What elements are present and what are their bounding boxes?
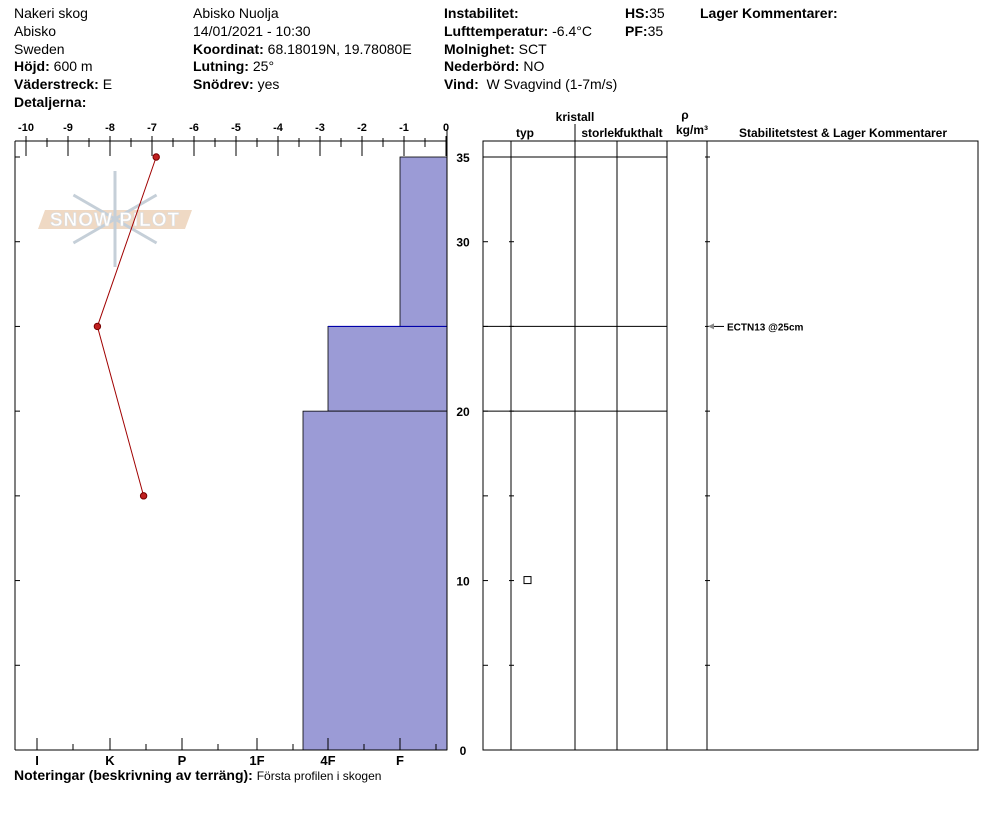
header-typ: typ: [516, 126, 534, 140]
temperature-point: [93, 322, 102, 331]
details: Detaljerna:: [14, 94, 87, 110]
temp-tick-label: -10: [18, 122, 34, 134]
depth-tick-label: 20: [456, 405, 470, 419]
snowflake-arm: [114, 217, 158, 245]
elevation: Höjd: 600 m: [14, 58, 93, 74]
wind-drift: Snödrev: yes: [193, 76, 280, 92]
region: Abisko: [14, 23, 57, 39]
air-temp: Lufttemperatur: -6.4°C: [444, 23, 592, 39]
country: Sweden: [14, 41, 65, 57]
coordinates: Koordinat: 68.18019N, 19.78080E: [193, 41, 412, 57]
hardness-tick-label: P: [178, 753, 187, 768]
temp-tick-label: 0: [443, 122, 449, 134]
precipitation: Nederbörd: NO: [444, 58, 545, 74]
temp-tick-label: -1: [399, 122, 409, 134]
header-fukthalt: fukthalt: [619, 126, 662, 140]
temp-tick-label: -8: [105, 122, 115, 134]
hardness-tick-label: K: [105, 753, 115, 768]
penetration: PF:35: [625, 23, 664, 39]
temp-tick-label: -7: [147, 122, 157, 134]
temp-tick-label: -3: [315, 122, 325, 134]
depth-tick-label: 30: [456, 236, 470, 250]
depth-tick-label: 10: [456, 575, 470, 589]
location: Abisko Nuolja: [193, 5, 279, 21]
layer-comments-title: Lager Kommentarer:: [700, 5, 838, 21]
depth-tick-label: 0: [460, 744, 467, 758]
temp-tick-label: -5: [231, 122, 241, 134]
aspect: Väderstreck: E: [14, 76, 113, 92]
wind: Vind: W Svagvind (1-7m/s): [444, 76, 618, 92]
temperature-point: [152, 153, 160, 161]
arrow-head-icon: [708, 323, 714, 330]
hardness-layer: [399, 156, 448, 327]
slope: Lutning: 25°: [193, 58, 275, 74]
datetime: 14/01/2021 - 10:30: [193, 23, 311, 39]
instability: Instabilitet:: [444, 5, 519, 21]
stability-test-label: ECTN13 @25cm: [727, 322, 804, 333]
hardness-layer: [302, 410, 448, 751]
cloud-cover: Molnighet: SCT: [444, 41, 547, 57]
temp-tick-label: -4: [273, 122, 284, 134]
layer-table-frame: [482, 140, 979, 751]
snow-height: HS:35: [625, 5, 665, 21]
temperature-point: [139, 492, 148, 500]
hardness-tick-label: F: [396, 753, 404, 768]
temp-tick-label: -6: [189, 122, 199, 134]
header-comments: Stabilitetstest & Lager Kommentarer: [739, 126, 947, 140]
hardness-tick-label: 1F: [249, 753, 264, 768]
notes: Noteringar (beskrivning av terräng): För…: [14, 767, 382, 783]
snowflake-arm: [72, 193, 116, 221]
hardness-tick-label: I: [35, 753, 39, 768]
temperature-line: [96, 156, 157, 496]
header-rho: ρ: [681, 108, 688, 122]
snowflake-arm: [72, 217, 116, 245]
snowflake-arm: [114, 193, 158, 221]
header-storlek: storlek: [581, 126, 621, 140]
temp-tick-label: -9: [63, 122, 73, 134]
snowpilot-logo: SNOW PILOT: [38, 171, 192, 267]
grain-type-marker: [523, 576, 532, 585]
hardness-layer: [327, 326, 448, 412]
header-density-unit: kg/m³: [676, 123, 708, 137]
header-kristall: kristall: [556, 110, 595, 124]
depth-tick-label: 35: [456, 151, 470, 165]
logo-text: SNOW PILOT: [50, 210, 180, 231]
site-name: Nakeri skog: [14, 5, 88, 21]
hardness-tick-label: 4F: [320, 753, 335, 768]
temp-tick-label: -2: [357, 122, 367, 134]
